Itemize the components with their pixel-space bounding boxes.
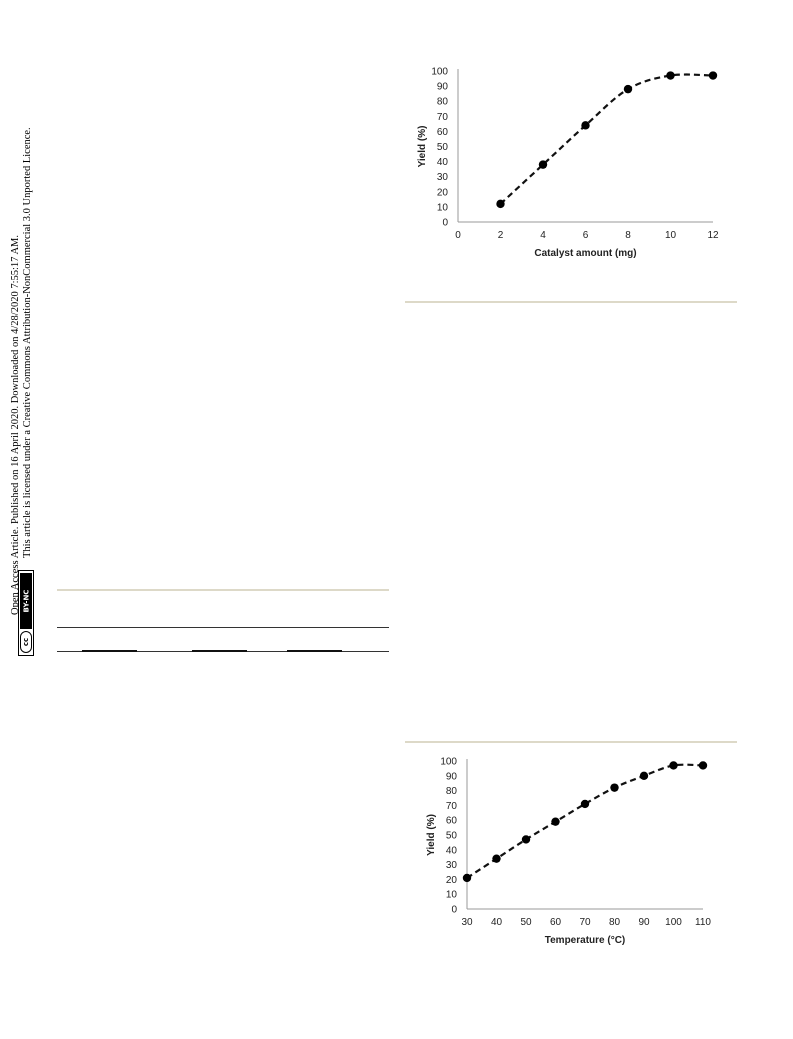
by-nc-label: BY-NC [20, 573, 32, 629]
chart-1-x-tick-label: 10 [665, 230, 677, 241]
chart-1-x-tick-label: 0 [455, 230, 461, 241]
table-col-rule-3 [287, 650, 342, 652]
table-col-rule-1 [82, 650, 137, 652]
chart-2-y-tick-label: 10 [446, 890, 458, 901]
chart-1-y-tick-label: 40 [437, 157, 449, 168]
chart-1-x-tick-label: 4 [540, 230, 546, 241]
chart-2-y-tick-label: 50 [446, 831, 458, 842]
chart-2-data-point [610, 783, 619, 792]
chart-2-x-tick-label: 80 [609, 917, 621, 928]
license-strip: Open Access Article. Published on 16 Apr… [0, 0, 40, 670]
chart-2-svg: 0 10 20 30 40 50 60 70 80 90 100 30 40 50 60 70 80 90 100 1… [426, 757, 711, 947]
chart-2-x-tick-label: 90 [638, 917, 650, 928]
chart-2-data-point [580, 799, 590, 809]
chart-1-svg: 0 10 20 30 40 50 60 70 80 90 100 0 2 4 6 8 10 12 Catalyst … [417, 67, 719, 260]
chart-1-data-point [581, 121, 590, 130]
chart-catalyst-yield: 0 10 20 30 40 50 60 70 80 90 100 0 2 4 6 8 10 12 Catalyst … [415, 62, 735, 267]
chart-2-x-tick-label: 110 [695, 917, 711, 928]
license-line-2: This article is licensed under a Creativ… [22, 127, 33, 558]
chart-2-data-point [462, 873, 472, 883]
chart-2-data-point [669, 761, 678, 770]
table-col-rule-2 [192, 650, 247, 652]
chart-2-x-tick-label: 60 [550, 917, 562, 928]
chart-2-y-axis-label: Yield (%) [426, 814, 437, 856]
chart-1-y-tick-label: 100 [431, 67, 448, 78]
chart-1-y-tick-label: 0 [442, 218, 448, 229]
chart-2-data-point [698, 761, 708, 770]
chart-1-y-tick-label: 30 [437, 172, 449, 183]
chart-2-y-tick-label: 70 [446, 801, 458, 812]
chart-2-y-tick-label: 60 [446, 816, 458, 827]
chart-2-y-tick-label: 80 [446, 786, 458, 797]
cc-icon: cc [20, 631, 32, 653]
chart-1-x-tick-label: 8 [625, 230, 631, 241]
chart-2-y-tick-label: 30 [446, 860, 458, 871]
chart-temperature-yield: 0 10 20 30 40 50 60 70 80 90 100 30 40 50 60 70 80 90 100 1… [415, 752, 735, 957]
chart-1-y-tick-label: 20 [437, 187, 449, 198]
chart-2-data-point [521, 835, 531, 844]
chart-2-data-point [551, 817, 560, 826]
chart-2-x-tick-label: 70 [579, 917, 591, 928]
chart-2-x-axis-label: Temperature (°C) [545, 935, 626, 946]
chart-1-data-point [538, 160, 548, 169]
chart-1-x-tick-label: 12 [707, 230, 719, 241]
chart-2-y-tick-label: 20 [446, 875, 458, 886]
divider-right-2 [405, 741, 737, 743]
divider-left-1 [57, 589, 389, 591]
chart-1-series-line [499, 73, 714, 205]
chart-1-y-tick-label: 10 [437, 202, 449, 213]
chart-1-x-tick-label: 6 [583, 230, 589, 241]
cc-license-badge[interactable]: BY-NC cc [18, 570, 34, 656]
chart-1-data-point [496, 199, 505, 209]
chart-2-y-tick-label: 90 [446, 771, 458, 782]
chart-2-x-tick-label: 40 [491, 917, 503, 928]
chart-2-data-point [639, 771, 649, 780]
chart-1-y-tick-label: 80 [437, 97, 449, 108]
chart-2-y-tick-label: 100 [440, 757, 457, 768]
chart-1-y-axis-label: Yield (%) [417, 126, 428, 168]
chart-1-y-tick-label: 70 [437, 112, 449, 123]
chart-1-x-tick-label: 2 [498, 230, 504, 241]
chart-2-data-point [492, 854, 501, 863]
chart-2-series-line [466, 763, 704, 879]
chart-2-x-tick-label: 50 [520, 917, 532, 928]
divider-right-1 [405, 301, 737, 303]
chart-2-y-tick-label: 40 [446, 845, 458, 856]
chart-1-y-tick-label: 90 [437, 82, 449, 93]
chart-2-x-tick-label: 30 [461, 917, 473, 928]
chart-2-x-tick-label: 100 [665, 917, 682, 928]
chart-1-data-point [666, 71, 675, 80]
chart-2-y-tick-label: 0 [451, 905, 457, 916]
chart-1-data-point [623, 84, 633, 94]
chart-1-y-tick-label: 60 [437, 127, 449, 138]
chart-1-x-axis-label: Catalyst amount (mg) [534, 248, 636, 259]
license-line-1: Open Access Article. Published on 16 Apr… [10, 234, 21, 615]
table-rule-top [57, 627, 389, 628]
chart-1-data-point [708, 71, 718, 80]
chart-1-y-tick-label: 50 [437, 142, 449, 153]
